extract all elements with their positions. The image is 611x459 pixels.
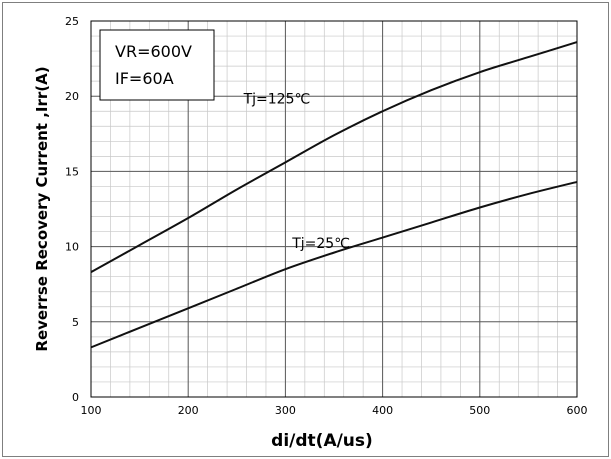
tick-labels: 100 200 300 400 500 600 0 5 10 15 20 25 — [65, 15, 588, 417]
series-label-0: Tj=125℃ — [243, 92, 311, 108]
plot-border — [90, 20, 578, 398]
x-tick-label: 300 — [275, 404, 296, 417]
y-axis-title: Reverrse Recovery Current ,Irr(A) — [33, 66, 51, 351]
series-labels: Tj=125℃ Tj=25℃ — [243, 92, 350, 252]
y-tick-label: 10 — [65, 241, 79, 254]
x-tick-label: 600 — [567, 404, 588, 417]
series-line-0 — [90, 41, 578, 274]
y-tick-label: 0 — [72, 391, 79, 404]
x-tick-label: 200 — [178, 404, 199, 417]
y-tick-label: 25 — [65, 15, 79, 28]
series-label-1: Tj=25℃ — [291, 236, 350, 252]
conditions-box — [99, 29, 215, 101]
y-tick-label: 20 — [65, 90, 79, 103]
x-tick-label: 500 — [469, 404, 490, 417]
series-lines — [90, 41, 578, 349]
y-tick-label: 15 — [65, 165, 79, 178]
y-tick-label: 5 — [72, 316, 79, 329]
condition-vr: VR=600V — [115, 42, 192, 61]
x-tick-label: 400 — [372, 404, 393, 417]
x-axis-title: di/dt(A/us) — [271, 431, 373, 451]
series-line-1 — [90, 180, 578, 349]
condition-if: IF=60A — [115, 69, 174, 88]
x-tick-label: 100 — [81, 404, 102, 417]
